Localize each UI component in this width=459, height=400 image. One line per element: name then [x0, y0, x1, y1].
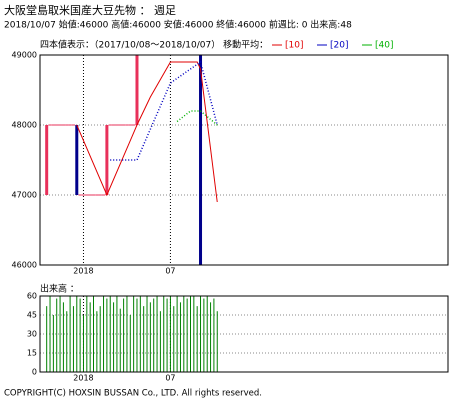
y-tick-label: 46000 [12, 261, 37, 270]
legend-label: [20] [330, 41, 348, 51]
y-tick-label: 47000 [12, 191, 37, 200]
y-tick-label: 60 [27, 292, 37, 301]
candle [45, 125, 49, 195]
y-tick-label: 48000 [12, 121, 37, 130]
y-tick-label: 45 [27, 311, 37, 320]
period-line: 四本値表示：（2017/10/08～2018/10/07） 移動平均： [40, 39, 268, 51]
x-tick-label: 07 [165, 374, 175, 383]
candle [135, 55, 139, 125]
legend-label: [40] [375, 41, 393, 51]
candle [199, 55, 203, 265]
x-tick-label: 07 [165, 267, 175, 276]
info-line: 2018/10/07 始値:46000 高値:46000 安値:46000 終値… [4, 19, 352, 31]
copyright: COPYRIGHT(C) HOXSIN BUSSAN Co., LTD. All… [4, 389, 262, 399]
moving-average [76, 61, 218, 203]
volume-title: 出来高 ： [40, 283, 79, 295]
y-tick-label: 0 [32, 368, 37, 377]
candle [105, 125, 109, 195]
main-frame [39, 54, 449, 266]
volume-frame [39, 295, 449, 373]
y-tick-label: 49000 [12, 51, 37, 60]
chart-title: 大阪堂島取米国産大豆先物 ： 週足 [4, 3, 176, 17]
y-tick-label: 15 [27, 349, 37, 358]
legend-label: [10] [285, 41, 303, 51]
candle [75, 125, 79, 195]
x-tick-label: 2018 [73, 267, 93, 276]
y-tick-label: 30 [27, 330, 37, 339]
x-tick-label: 2018 [73, 374, 93, 383]
